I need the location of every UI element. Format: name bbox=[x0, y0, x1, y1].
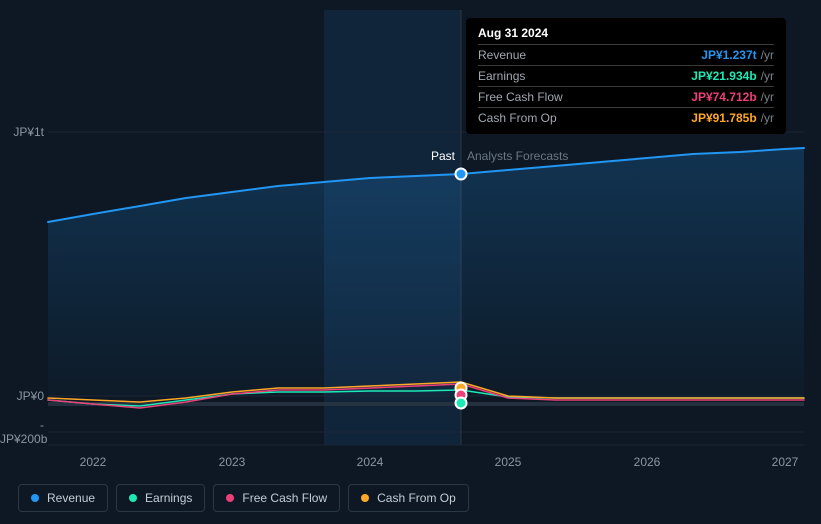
legend-item-revenue[interactable]: Revenue bbox=[18, 484, 108, 512]
forecast-section-label: Analysts Forecasts bbox=[467, 149, 568, 163]
tooltip-suffix: /yr bbox=[761, 90, 774, 104]
x-tick-label: 2022 bbox=[80, 455, 107, 469]
tooltip-label: Revenue bbox=[478, 48, 526, 62]
legend: Revenue Earnings Free Cash Flow Cash Fro… bbox=[18, 484, 469, 512]
tooltip-row-revenue: Revenue JP¥1.237t /yr bbox=[478, 44, 774, 65]
y-tick-label: JP¥0 bbox=[0, 389, 44, 403]
tooltip-value: JP¥91.785b bbox=[691, 111, 756, 125]
y-tick-label: JP¥1t bbox=[0, 125, 44, 139]
legend-label: Revenue bbox=[47, 491, 95, 505]
y-tick-label: -JP¥200b bbox=[0, 418, 44, 446]
legend-label: Free Cash Flow bbox=[242, 491, 327, 505]
tooltip-value: JP¥74.712b bbox=[691, 90, 756, 104]
tooltip-suffix: /yr bbox=[761, 48, 774, 62]
past-section-label: Past bbox=[431, 149, 455, 163]
legend-dot-earnings bbox=[129, 494, 137, 502]
hover-tooltip: Aug 31 2024 Revenue JP¥1.237t /yr Earnin… bbox=[466, 18, 786, 134]
x-tick-label: 2025 bbox=[495, 455, 522, 469]
legend-label: Cash From Op bbox=[377, 491, 456, 505]
x-tick-label: 2023 bbox=[219, 455, 246, 469]
tooltip-value: JP¥1.237t bbox=[701, 48, 756, 62]
tooltip-row-cfo: Cash From Op JP¥91.785b /yr bbox=[478, 107, 774, 128]
legend-item-cfo[interactable]: Cash From Op bbox=[348, 484, 469, 512]
tooltip-label: Free Cash Flow bbox=[478, 90, 563, 104]
x-tick-label: 2027 bbox=[772, 455, 799, 469]
tooltip-value: JP¥21.934b bbox=[691, 69, 756, 83]
x-tick-label: 2026 bbox=[634, 455, 661, 469]
tooltip-date: Aug 31 2024 bbox=[478, 26, 774, 40]
x-tick-label: 2024 bbox=[357, 455, 384, 469]
tooltip-row-earnings: Earnings JP¥21.934b /yr bbox=[478, 65, 774, 86]
legend-label: Earnings bbox=[145, 491, 192, 505]
tooltip-row-fcf: Free Cash Flow JP¥74.712b /yr bbox=[478, 86, 774, 107]
legend-dot-fcf bbox=[226, 494, 234, 502]
legend-dot-cfo bbox=[361, 494, 369, 502]
tooltip-suffix: /yr bbox=[761, 111, 774, 125]
legend-item-earnings[interactable]: Earnings bbox=[116, 484, 205, 512]
legend-dot-revenue bbox=[31, 494, 39, 502]
legend-item-fcf[interactable]: Free Cash Flow bbox=[213, 484, 340, 512]
tooltip-label: Cash From Op bbox=[478, 111, 557, 125]
financial-forecast-chart: JP¥1t JP¥0 -JP¥200b 2022 2023 2024 2025 … bbox=[0, 0, 821, 524]
tooltip-suffix: /yr bbox=[761, 69, 774, 83]
tooltip-label: Earnings bbox=[478, 69, 525, 83]
